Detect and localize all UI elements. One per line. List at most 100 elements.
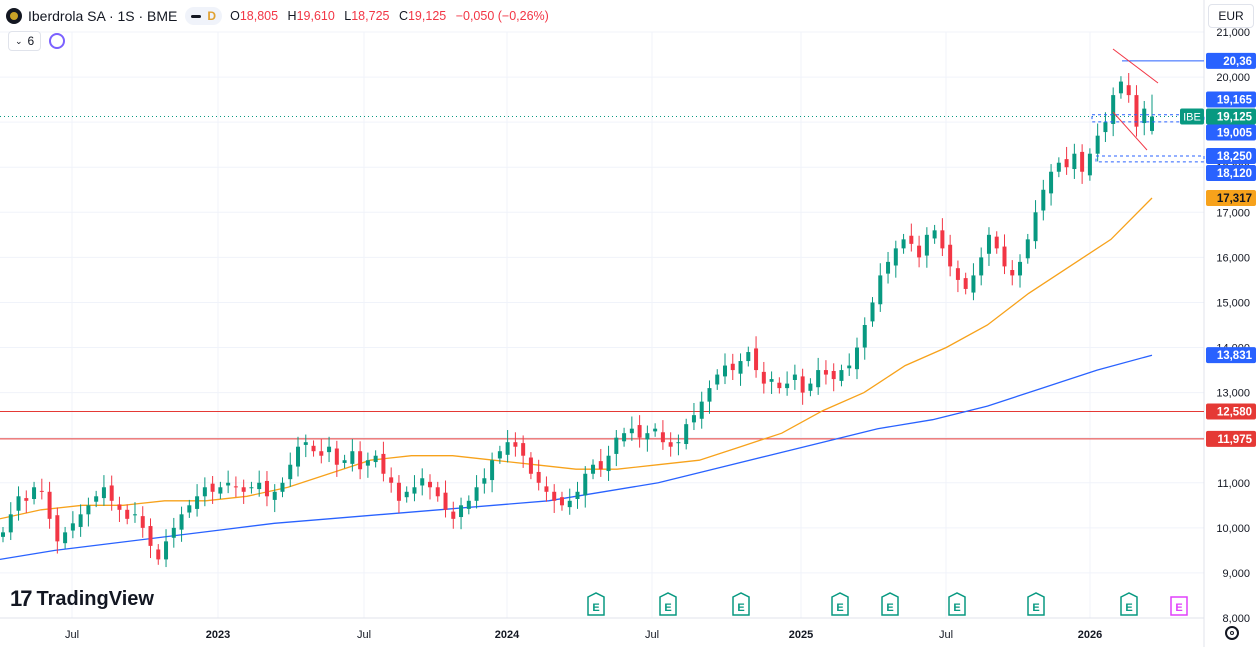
candle-body <box>466 500 471 509</box>
candle-body <box>536 471 541 483</box>
candle-body <box>459 505 464 518</box>
chart-type-pill[interactable]: D <box>185 7 223 25</box>
candle-body <box>575 491 580 499</box>
earnings-marker[interactable]: E <box>1027 592 1045 616</box>
candle-body <box>125 509 130 519</box>
ohlc-close-label: C <box>398 9 408 23</box>
candle-body <box>32 487 37 499</box>
candle-body <box>24 498 29 501</box>
candle-body <box>8 514 13 533</box>
candle-body <box>1041 189 1046 211</box>
earnings-marker[interactable]: E <box>881 592 899 616</box>
candle-body <box>854 347 859 370</box>
earnings-marker[interactable]: E <box>587 592 605 616</box>
candle-body <box>156 549 161 560</box>
candle-body <box>1010 270 1015 276</box>
candle-body <box>280 482 285 492</box>
candle-body <box>955 268 960 280</box>
future-earnings-marker[interactable]: E <box>1170 596 1188 616</box>
candle-body <box>629 428 634 434</box>
earnings-marker[interactable]: E <box>732 592 750 616</box>
price-axis-label-text: 13,831 <box>1217 350 1253 362</box>
candle-body <box>420 478 425 486</box>
y-tick-label: 9,000 <box>1222 568 1250 580</box>
candle-body <box>769 379 774 382</box>
candle-body <box>264 480 269 497</box>
price-axis-label <box>1206 403 1256 420</box>
candle-body <box>241 487 246 492</box>
earnings-marker-label: E <box>664 602 671 614</box>
earnings-marker-shape <box>587 592 605 616</box>
earnings-marker[interactable]: E <box>659 592 677 616</box>
x-tick-label: 2026 <box>1078 629 1102 641</box>
candle-body <box>303 442 308 445</box>
candle-body <box>606 455 611 472</box>
candle-body <box>886 261 891 274</box>
earnings-marker-label: E <box>1125 602 1132 614</box>
candle-body <box>389 477 394 483</box>
pattern-line-upper <box>1112 48 1159 84</box>
indicators-toggle[interactable]: ⌄ 6 <box>8 31 42 51</box>
earnings-marker-label: E <box>592 602 599 614</box>
symbol-title[interactable]: Iberdrola SA · 1S · BME <box>28 8 178 24</box>
candle-body <box>412 487 417 494</box>
candle-body <box>140 516 145 528</box>
candle-body <box>226 482 231 486</box>
minus-icon <box>191 14 202 18</box>
candle-body <box>691 415 696 423</box>
candle-body <box>730 363 735 371</box>
earnings-marker[interactable]: E <box>948 592 966 616</box>
price-axis-label-text: 19,165 <box>1217 95 1253 107</box>
future-earnings-marker-label: E <box>1175 602 1182 614</box>
candle-body <box>94 496 99 502</box>
earnings-marker-label: E <box>886 602 893 614</box>
y-tick-label: 8,000 <box>1222 613 1250 625</box>
price-axis-label <box>1206 190 1256 207</box>
earnings-marker-shape <box>948 592 966 616</box>
y-tick-label: 16,000 <box>1216 252 1250 264</box>
candle-body <box>1095 135 1100 154</box>
candle-body <box>901 239 906 249</box>
candle-body <box>55 515 60 542</box>
ma-50-line <box>0 197 1153 520</box>
candle-body <box>1064 159 1069 168</box>
candle-body <box>684 424 689 445</box>
candle-body <box>746 352 751 362</box>
price-axis-label <box>1206 108 1256 125</box>
tradingview-logo[interactable]: 17 TradingView <box>10 586 154 612</box>
price-axis-label <box>1206 347 1256 364</box>
price-axis-label-text: 12,580 <box>1217 407 1252 419</box>
candle-body <box>1056 162 1061 172</box>
earnings-marker-label: E <box>953 602 960 614</box>
earnings-marker[interactable]: E <box>1120 592 1138 616</box>
y-tick-label: 17,000 <box>1216 207 1250 219</box>
y-tick-label: 10,000 <box>1216 523 1250 535</box>
candle-body <box>738 361 743 374</box>
candle-body <box>1126 85 1131 96</box>
price-axis-label-text: 19,125 <box>1217 112 1253 124</box>
candle-body <box>296 446 301 467</box>
ohlc-high-value: 19,610 <box>296 9 335 23</box>
candle-body <box>490 460 495 481</box>
earnings-marker-label: E <box>1032 602 1039 614</box>
candle-body <box>598 461 603 470</box>
candle-body <box>792 374 797 380</box>
settings-gear-icon[interactable] <box>1225 626 1239 640</box>
refresh-icon[interactable] <box>49 33 66 49</box>
candle-body <box>924 234 929 256</box>
candle-body <box>505 442 510 455</box>
candle-body <box>707 388 712 402</box>
currency-selector[interactable]: EUR <box>1208 4 1254 28</box>
x-tick-label: Jul <box>65 629 79 641</box>
price-axis-label-text: 17,317 <box>1217 193 1252 205</box>
candle-body <box>1134 95 1139 127</box>
candle-body <box>917 245 922 258</box>
ohlc-low-label: L <box>344 9 352 23</box>
candle-body <box>847 365 852 369</box>
candle-body <box>660 432 665 443</box>
candle-body <box>754 348 759 371</box>
earnings-marker[interactable]: E <box>831 592 849 616</box>
candle-body <box>559 497 564 506</box>
